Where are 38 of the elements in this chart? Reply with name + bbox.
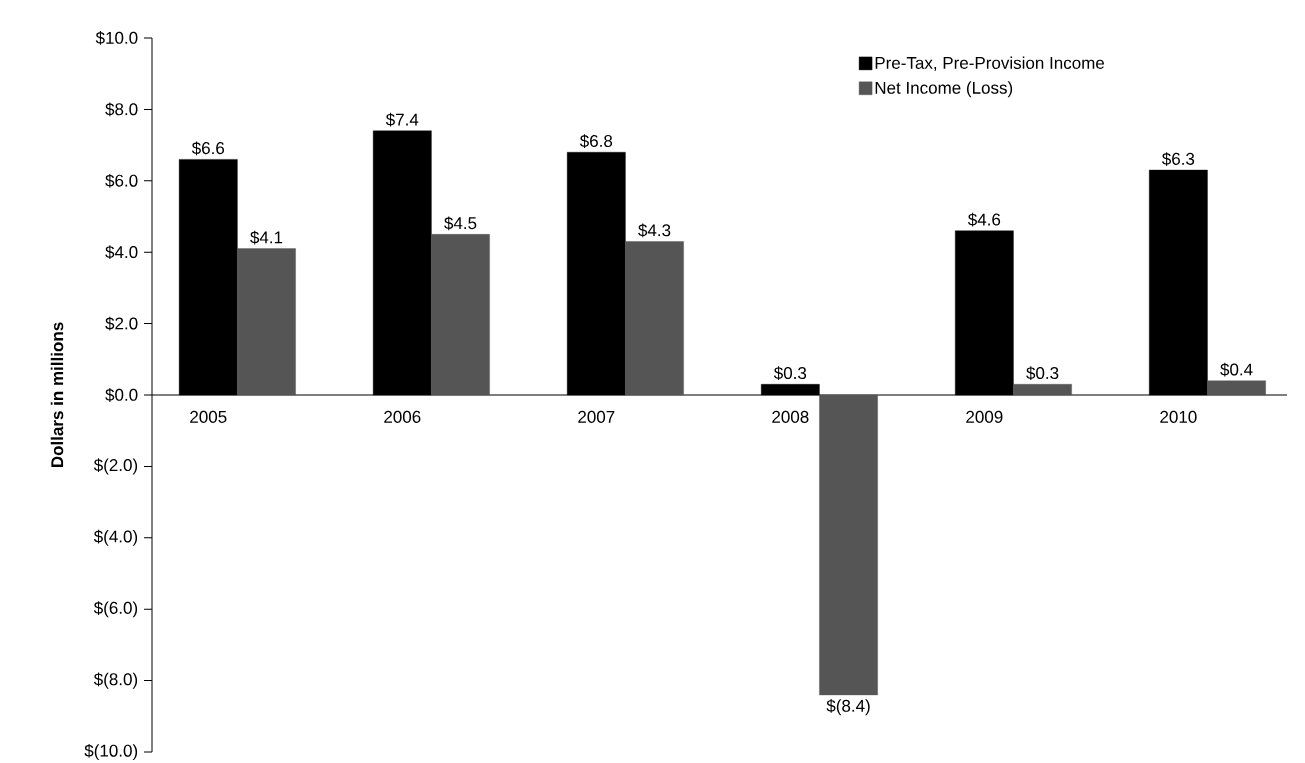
data-label: $0.3 — [1026, 366, 1059, 381]
data-label: $4.3 — [638, 223, 671, 238]
bar — [237, 248, 296, 396]
y-tick-label: $(4.0) — [93, 529, 138, 546]
data-label: $6.8 — [579, 134, 613, 149]
data-label: $4.1 — [250, 230, 283, 245]
x-tick-label: 2010 — [1160, 410, 1197, 423]
data-label: $0.4 — [1220, 362, 1253, 377]
y-tick-label: $(6.0) — [93, 601, 138, 618]
data-label: $6.3 — [1162, 152, 1195, 166]
data-label: $4.5 — [444, 216, 477, 231]
data-label: $4.6 — [967, 212, 1001, 227]
x-tick-label: 2008 — [772, 410, 809, 423]
data-label: $6.6 — [191, 141, 225, 156]
y-tick-label: $(10.0) — [84, 743, 138, 761]
y-tick-label: $6.0 — [105, 173, 138, 188]
x-tick-label: 2006 — [384, 410, 421, 423]
y-tick-label: $(2.0) — [93, 458, 138, 475]
bar — [1013, 384, 1072, 396]
bar — [1207, 380, 1266, 396]
y-tick-label: $10.0 — [95, 31, 138, 45]
y-tick-label: $0.0 — [105, 388, 138, 402]
y-tick-label: $8.0 — [105, 102, 138, 117]
x-tick-label: 2007 — [578, 410, 615, 423]
legend-label: Net Income (Loss) — [875, 81, 1013, 98]
data-label: $0.3 — [773, 366, 807, 381]
y-tick-label: $(8.0) — [93, 672, 138, 689]
bar — [625, 241, 684, 396]
data-label: $7.4 — [385, 112, 419, 127]
y-axis-title: Dollars in millions — [50, 322, 64, 468]
y-tick-label: $4.0 — [105, 245, 138, 260]
bar — [819, 394, 878, 696]
y-tick-label: $2.0 — [105, 316, 138, 331]
x-tick-label: 2005 — [190, 410, 227, 423]
legend-label: Pre-Tax, Pre-Provision Income — [875, 56, 1105, 71]
x-tick-label: 2009 — [966, 410, 1003, 423]
data-label: $(8.4) — [826, 699, 870, 716]
bar — [431, 234, 490, 396]
